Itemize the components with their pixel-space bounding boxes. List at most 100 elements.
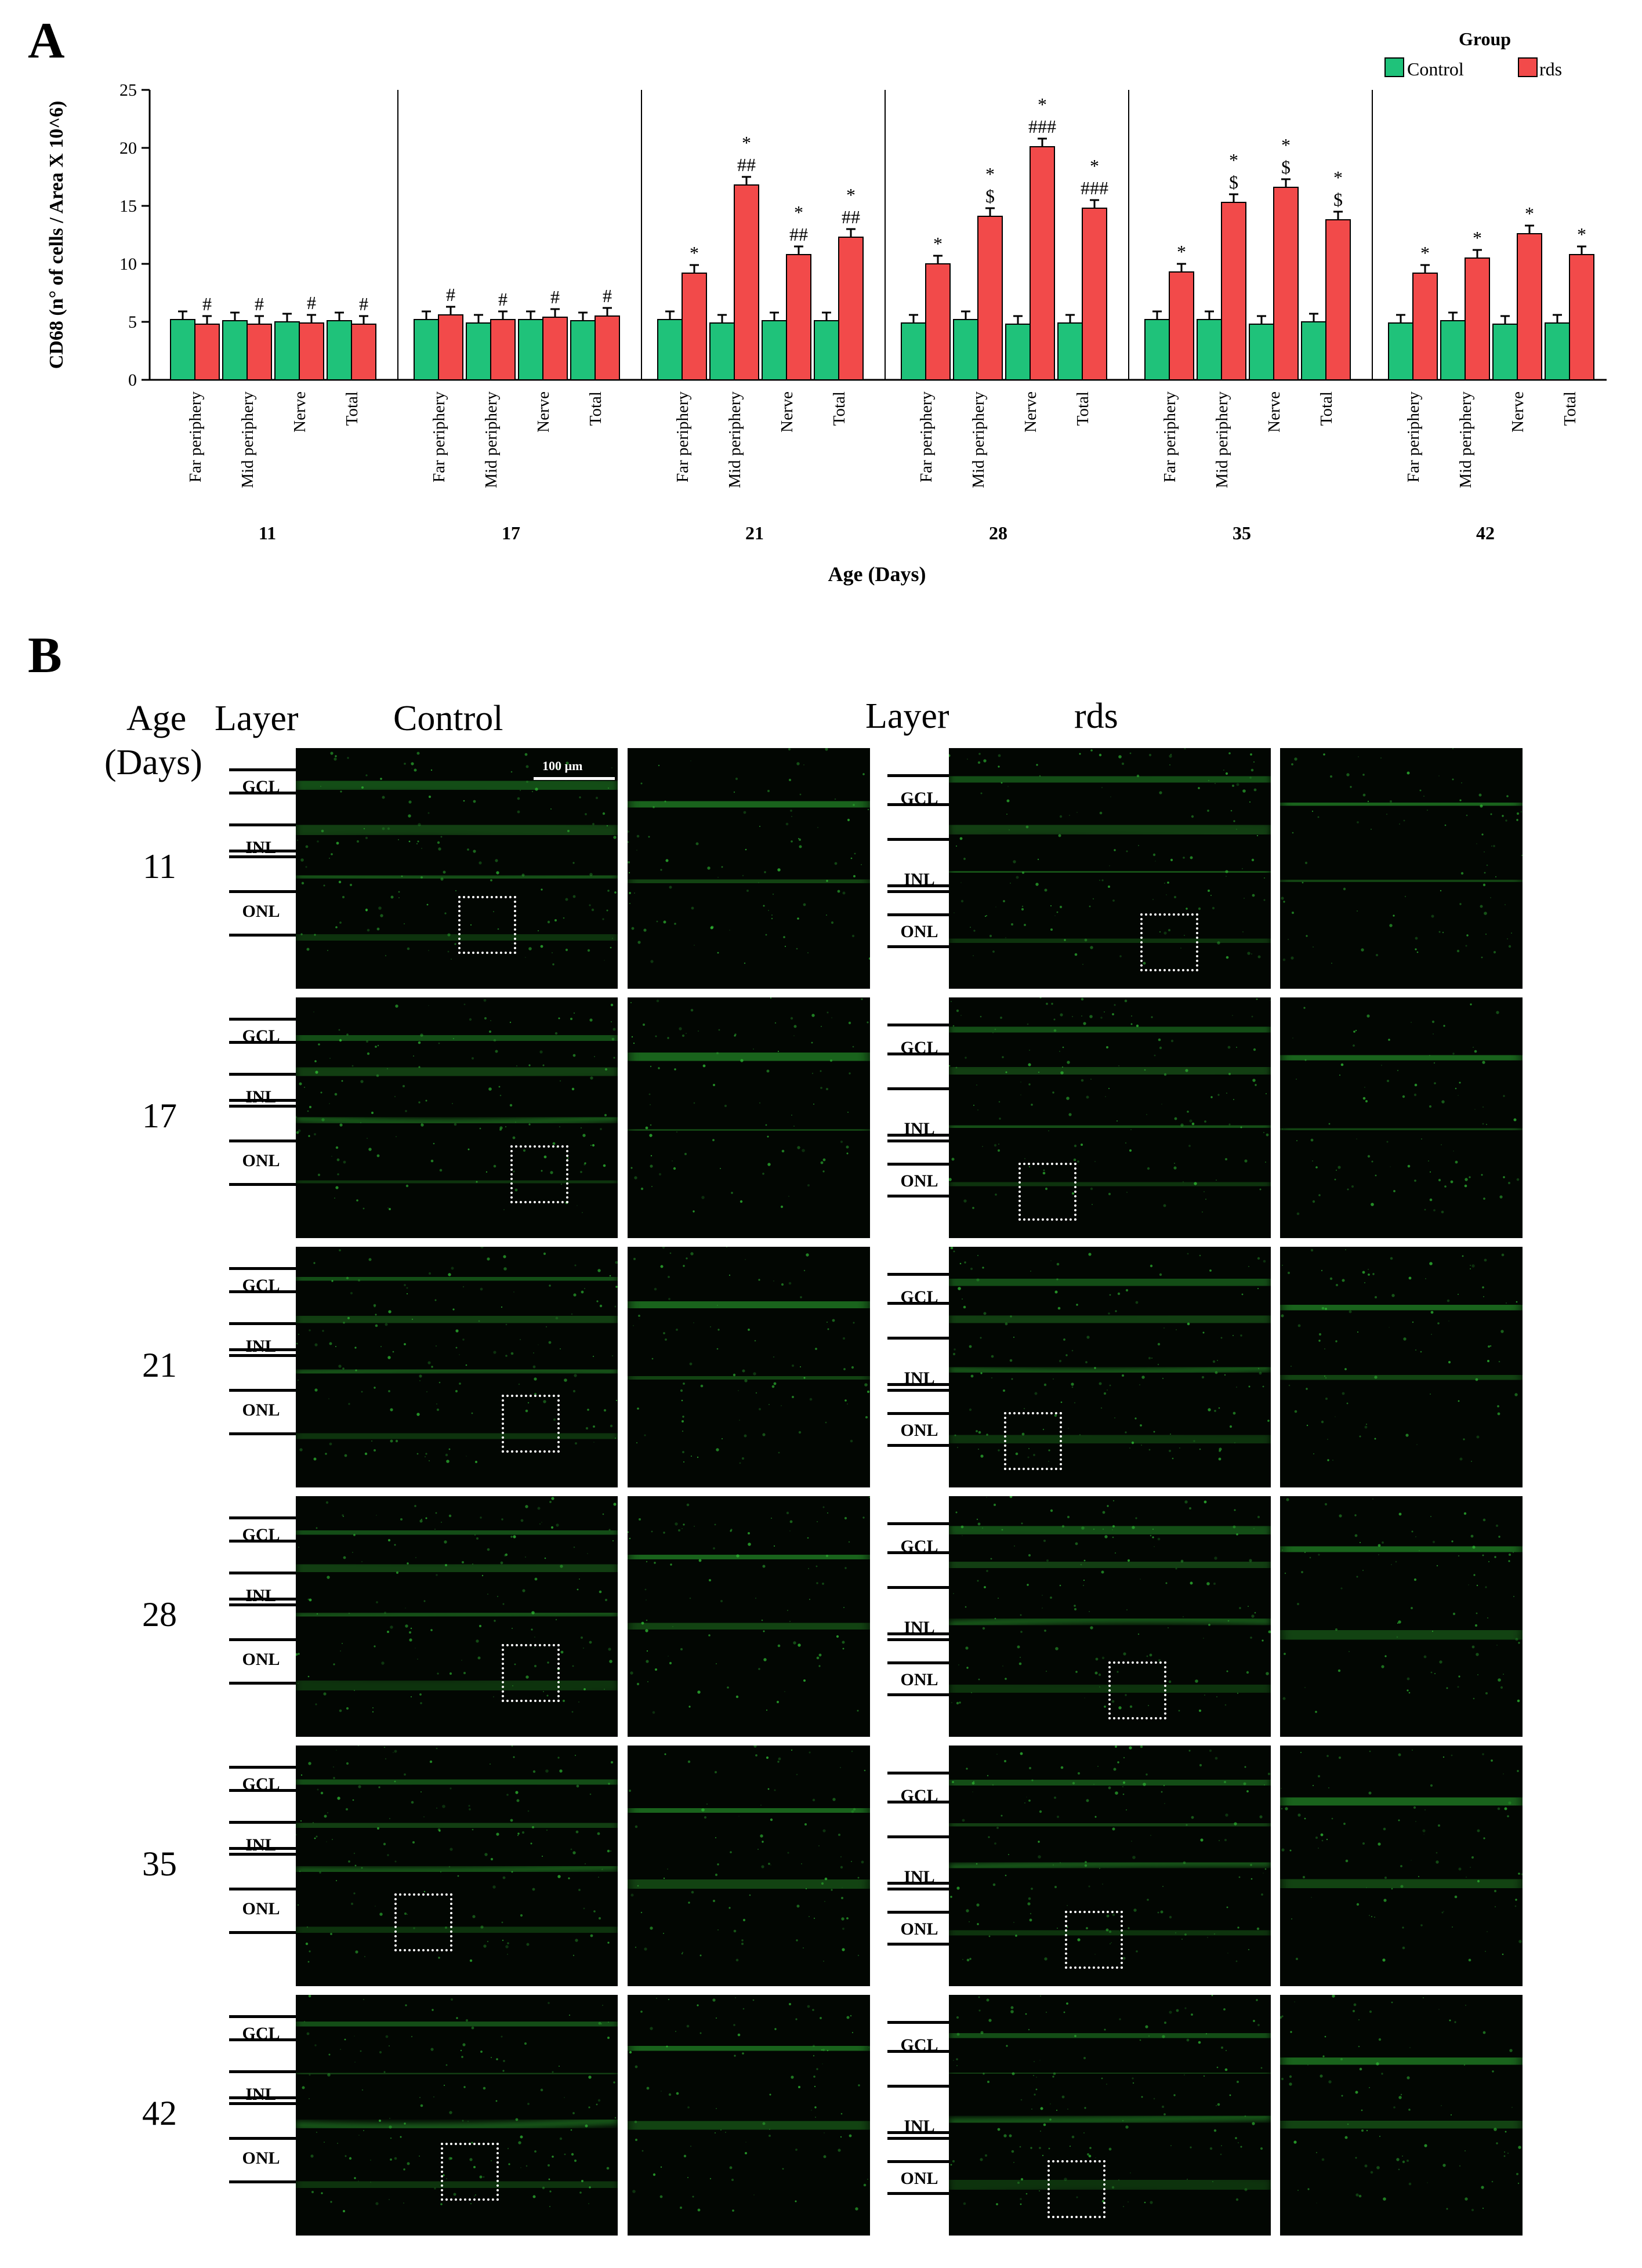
layer-boundary-rds [887, 1888, 957, 1890]
y-tick-label: 15 [119, 197, 137, 216]
significance-mark: * [1525, 203, 1534, 224]
x-axis-label: Age (Days) [828, 563, 926, 586]
control-section-21 [296, 1247, 618, 1487]
significance-mark: * [1177, 241, 1186, 262]
layer-boundary-rds [887, 2131, 957, 2134]
age-group-label: 35 [1233, 522, 1251, 543]
layer-label-onl-control: ONL [242, 1650, 280, 1669]
x-tick-label: Far periphery [673, 391, 692, 483]
control-zoom-17 [628, 997, 870, 1238]
significance-mark: * [1229, 150, 1238, 170]
roi-box-control [502, 1644, 560, 1702]
y-tick-label: 0 [128, 371, 137, 390]
layer-boundary-control [229, 2038, 299, 2041]
layer-boundary-control [229, 1638, 299, 1641]
bar-control [170, 319, 195, 380]
layer-label-onl-rds: ONL [900, 922, 938, 941]
layer-boundary-rds [887, 1801, 957, 1803]
age-label-28: 28 [142, 1595, 177, 1634]
layer-label-onl-rds: ONL [900, 1171, 938, 1191]
layer-boundary-rds [887, 1632, 957, 1635]
x-tick-label: Far periphery [1404, 391, 1423, 483]
roi-box-rds [1140, 913, 1198, 971]
layer-boundary-control [229, 1540, 299, 1543]
layer-boundary-rds [887, 1661, 957, 1664]
layer-boundary-rds [887, 1140, 957, 1142]
significance-mark: * [794, 202, 803, 223]
bar-control [274, 321, 300, 380]
y-axis-label: CD68 (n° of cells / Area X 10^6) [46, 101, 67, 369]
layer-boundary-rds [887, 1772, 957, 1775]
x-tick-label: Total [830, 391, 849, 426]
layer-boundary-rds [887, 1638, 957, 1641]
bar-rds [595, 315, 620, 380]
rds-zoom-11 [1280, 748, 1523, 989]
layer-label-inl-control: INL [245, 838, 277, 857]
x-tick-label: Far periphery [430, 391, 448, 483]
bar-rds [1169, 271, 1194, 380]
age-group-label: 17 [502, 522, 520, 543]
significance-mark: * [1281, 135, 1291, 155]
x-tick-label: Mid periphery [726, 391, 744, 488]
significance-mark: ### [1028, 116, 1056, 137]
roi-box-rds [1047, 2160, 1105, 2218]
roi-box-control [510, 1145, 568, 1203]
bar-rds [925, 263, 951, 380]
control-section-17 [296, 997, 618, 1238]
control-section-11 [296, 748, 618, 989]
significance-mark: * [1090, 155, 1099, 176]
roi-box-rds [1065, 1911, 1123, 1969]
x-tick-label: Total [1317, 391, 1336, 426]
section-fluorescence [296, 1247, 618, 1463]
layer-boundary-rds [887, 2050, 957, 2053]
significance-mark: # [255, 293, 264, 314]
panel-a-label: A [28, 13, 65, 69]
layer-boundary-rds [887, 1163, 957, 1166]
significance-mark: # [359, 293, 368, 314]
layer-boundary-control [229, 1041, 299, 1044]
bar-rds [351, 324, 376, 380]
layer-boundary-rds [887, 1302, 957, 1305]
layer-boundary-rds [887, 774, 957, 777]
significance-mark: * [846, 184, 856, 205]
layer-label-onl-rds: ONL [900, 1919, 938, 1939]
x-tick-label: Nerve [534, 391, 553, 433]
section-fluorescence [296, 752, 618, 966]
scale-bar [534, 777, 615, 780]
legend-label-rds: rds [1539, 59, 1562, 79]
layer-boundary-rds [887, 2160, 957, 2163]
layer-boundary-control [229, 1598, 299, 1601]
roi-box-rds [1108, 1661, 1166, 1719]
layer-boundary-control [229, 1290, 299, 1293]
layer-label-inl-control: INL [245, 1337, 277, 1356]
layer-boundary-control [229, 890, 299, 893]
section-fluorescence [949, 748, 1271, 965]
x-tick-label: Total [343, 391, 361, 426]
section-fluorescence [296, 1497, 618, 1713]
layer-label-onl-rds: ONL [900, 2169, 938, 2188]
cd68-bar-chart: 0 5 10 15 20 25 CD68 (n° of cells / Area X 10^… [46, 28, 1607, 586]
section-fluorescence [949, 997, 1271, 1213]
control-section-28 [296, 1496, 618, 1737]
layer-boundary-control [229, 1821, 299, 1824]
layer-boundary-control [229, 1789, 299, 1792]
bar-control [657, 319, 683, 380]
zoom-fluorescence [1280, 1995, 1523, 2212]
layer-boundary-control [229, 792, 299, 794]
layer-boundary-rds [887, 884, 957, 887]
bar-control [222, 320, 248, 380]
layer-header-rds: Layer [865, 696, 949, 736]
layer-label-inl-control: INL [245, 2085, 277, 2104]
bar-rds [838, 237, 864, 380]
bar-control [1492, 324, 1518, 380]
layer-boundary-rds [887, 1087, 957, 1090]
layer-boundary-control [229, 1267, 299, 1270]
bar-control [1545, 322, 1570, 380]
bar-rds [1082, 208, 1107, 380]
bar-rds [299, 322, 324, 380]
layer-label-onl-control: ONL [242, 1899, 280, 1918]
bar-rds [1517, 233, 1542, 380]
legend-swatch-rds [1518, 57, 1538, 77]
section-fluorescence [296, 1746, 618, 1963]
x-tick-label: Far periphery [917, 391, 936, 483]
